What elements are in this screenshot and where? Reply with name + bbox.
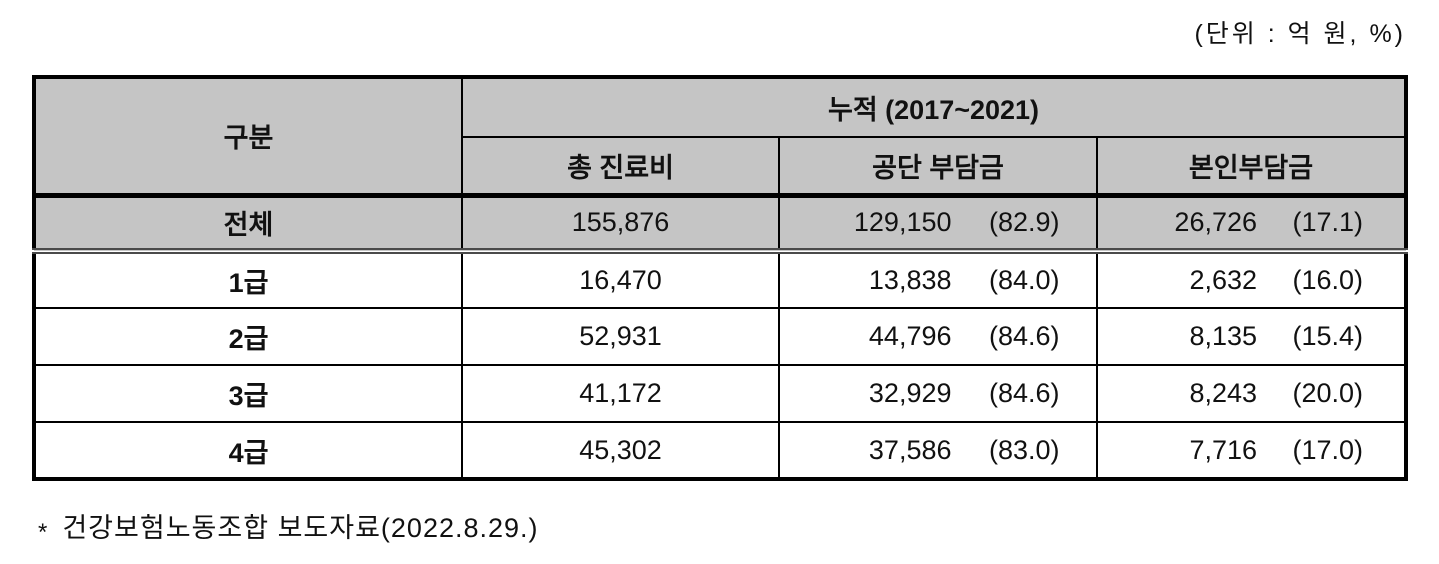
copay-amount: 8,243 [1189,378,1258,408]
copay-cell: 7,716 (17.0) [1095,421,1408,480]
copay-amount: 2,632 [1189,265,1258,295]
insurer-cell: 44,796 (84.6) [778,307,1098,366]
copay-cell: 8,135 (15.4) [1095,307,1408,366]
copay-cell: 8,243 (20.0) [1095,364,1408,423]
col-header-total: 총 진료비 [461,136,780,198]
insurer-percent: (82.9) [988,207,1060,238]
copay-amount: 26,726 [1174,207,1258,238]
col-header-copay: 본인부담금 [1095,136,1408,198]
footnote-text: 건강보험노동조합 보도자료(2022.8.29.) [62,513,539,543]
footnote: * 건강보험노동조합 보도자료(2022.8.29.) [38,506,539,546]
copay-amount: 7,716 [1189,434,1258,465]
copay-percent: (20.0) [1292,378,1364,408]
total-amount: 155,876 [461,194,780,254]
table-row-grade2: 2급 52,931 44,796 (84.6) 8,135 (15.4) [33,307,1408,366]
group-header: 누적 (2017~2021) [460,76,1408,138]
copay-percent: (17.1) [1292,207,1364,238]
copay-percent: (17.0) [1292,434,1364,465]
row-label: 1급 [33,250,463,309]
header-row-group: 구분 누적 (2017~2021) [33,76,1408,198]
header-row-columns: 총 진료비 공단 부담금 본인부담금 [34,136,1408,198]
unit-label: (단위 : 억 원, %) [1194,20,1406,48]
insurer-percent: (84.0) [988,265,1060,295]
row-label: 전체 [33,194,463,254]
footnote-marker: * [38,519,49,546]
insurer-amount: 37,586 [868,434,952,465]
copay-percent: (16.0) [1292,265,1364,295]
insurer-cell: 129,150 (82.9) [778,194,1098,254]
insurer-amount: 129,150 [853,207,952,238]
insurer-amount: 44,796 [868,321,952,351]
col-header-insurer: 공단 부담금 [778,136,1098,198]
insurer-cell: 32,929 (84.6) [778,364,1098,423]
total-amount: 16,470 [461,250,780,309]
insurance-cost-table: 구분 누적 (2017~2021) 총 진료비 공단 부담금 본인부담금 전체 … [32,75,1409,481]
total-amount: 41,172 [461,364,780,423]
copay-cell: 2,632 (16.0) [1095,250,1408,309]
table-row-grade3: 3급 41,172 32,929 (84.6) 8,243 (20.0) [33,364,1408,423]
copay-amount: 8,135 [1189,321,1258,351]
row-label: 3급 [33,364,463,423]
total-amount: 45,302 [461,421,780,480]
table-row-total: 전체 155,876 129,150 (82.9) 26,726 (17.1) [33,194,1408,254]
insurer-amount: 32,929 [868,378,952,408]
insurer-percent: (84.6) [988,378,1060,408]
insurer-percent: (84.6) [988,321,1060,351]
copay-cell: 26,726 (17.1) [1095,194,1408,254]
insurer-percent: (83.0) [988,434,1060,465]
row-label: 2급 [33,307,463,366]
copay-percent: (15.4) [1292,321,1364,351]
table-row-grade4: 4급 45,302 37,586 (83.0) 7,716 (17.0) [33,421,1408,480]
insurer-cell: 13,838 (84.0) [778,250,1098,309]
row-label: 4급 [33,421,463,480]
category-header: 구분 [33,76,463,198]
table-row-grade1: 1급 16,470 13,838 (84.0) 2,632 (16.0) [33,250,1408,309]
insurer-amount: 13,838 [868,265,952,295]
total-amount: 52,931 [461,307,780,366]
insurer-cell: 37,586 (83.0) [778,421,1098,480]
